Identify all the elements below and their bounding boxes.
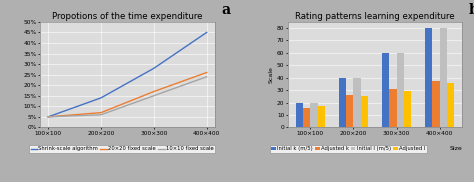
20×20 fixed scale xyxy=(46,116,51,118)
Shrink-scale algorithm xyxy=(46,116,51,118)
Bar xyxy=(346,95,354,127)
20×20 fixed scale xyxy=(204,71,210,74)
20×20 fixed scale xyxy=(151,90,157,93)
10×10 fixed scale xyxy=(204,76,210,78)
Text: Size: Size xyxy=(449,146,462,151)
Line: 20×20 fixed scale: 20×20 fixed scale xyxy=(48,72,207,117)
Bar xyxy=(425,28,432,127)
10×10 fixed scale xyxy=(151,95,157,97)
Bar xyxy=(303,108,310,127)
Bar xyxy=(310,103,318,127)
Title: Propotions of the time expenditure: Propotions of the time expenditure xyxy=(52,12,203,21)
10×10 fixed scale xyxy=(46,116,51,118)
Bar xyxy=(354,78,361,127)
Legend: Initial k (m/5), Adjusted k, Initial l (m/5), Adjusted l: Initial k (m/5), Adjusted k, Initial l (… xyxy=(270,145,427,153)
Bar xyxy=(404,91,411,127)
Text: a: a xyxy=(221,3,231,17)
20×20 fixed scale xyxy=(98,112,104,114)
Title: Rating patterns learning expenditure: Rating patterns learning expenditure xyxy=(295,12,455,21)
Bar xyxy=(361,96,368,127)
Bar xyxy=(318,106,325,127)
Y-axis label: Scale: Scale xyxy=(269,66,274,83)
Legend: Shrink-scale algorithm, 20×20 fixed scale, 10×10 fixed scale: Shrink-scale algorithm, 20×20 fixed scal… xyxy=(29,145,216,153)
Bar xyxy=(389,89,397,127)
Bar xyxy=(397,53,404,127)
Text: b: b xyxy=(469,3,474,17)
Bar xyxy=(432,82,439,127)
Line: Shrink-scale algorithm: Shrink-scale algorithm xyxy=(48,32,207,117)
Text: Size: Size xyxy=(202,146,215,151)
Shrink-scale algorithm xyxy=(151,67,157,69)
Bar xyxy=(339,78,346,127)
Bar xyxy=(439,28,447,127)
Shrink-scale algorithm xyxy=(204,31,210,33)
Bar xyxy=(382,53,389,127)
Bar xyxy=(447,83,454,127)
Line: 10×10 fixed scale: 10×10 fixed scale xyxy=(48,77,207,117)
10×10 fixed scale xyxy=(98,114,104,116)
Bar xyxy=(296,103,303,127)
Shrink-scale algorithm xyxy=(98,97,104,99)
